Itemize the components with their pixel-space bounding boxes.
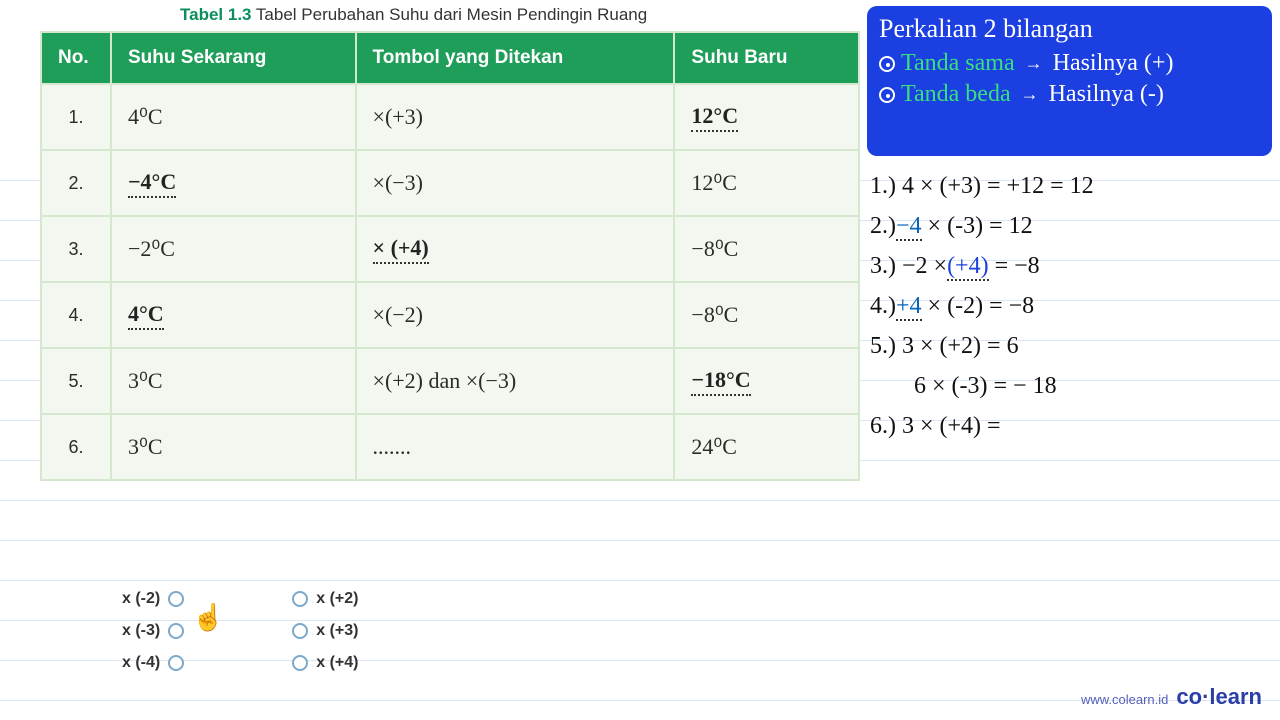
table-row: 2. −4°C ×(−3) 12⁰C	[41, 150, 859, 216]
filled-blank: +4	[896, 293, 922, 321]
caption-label: Tabel 1.3	[180, 5, 252, 24]
calculations-area: 1.) 4 × (+3) = +12 = 12 2.)−4 × (-3) = 1…	[870, 166, 1270, 446]
cell-no: 1.	[41, 84, 111, 150]
choice-option[interactable]: x (+4)	[288, 654, 358, 672]
note-rule-1: Tanda sama → Hasilnya (+)	[879, 50, 1260, 77]
cell-now: 4°C	[111, 282, 356, 348]
table-row: 4. 4°C ×(−2) −8⁰C	[41, 282, 859, 348]
choice-label: x (-4)	[122, 654, 160, 672]
choice-option[interactable]: x (-4)	[122, 654, 188, 672]
choice-label: x (+4)	[316, 654, 358, 672]
table-row: 5. 3⁰C ×(+2) dan ×(−3) −18°C	[41, 348, 859, 414]
work-line: 6.) 3 × (+4) =	[870, 406, 1270, 446]
choice-option[interactable]: x (+3)	[288, 622, 358, 640]
arrow-icon: →	[1017, 84, 1043, 105]
table-section: Tabel 1.3 Tabel Perubahan Suhu dari Mesi…	[40, 5, 860, 481]
note-text: Tanda sama	[901, 50, 1015, 77]
work-line: 5.) 3 × (+2) = 6	[870, 326, 1270, 366]
bullet-icon	[879, 56, 895, 72]
cell-no: 3.	[41, 216, 111, 282]
handwritten-answer: 12°C	[691, 103, 738, 132]
choice-column-left: x (-2) x (-3) x (-4)	[122, 590, 188, 672]
radio-icon	[168, 591, 184, 607]
note-title: Perkalian 2 bilangan	[879, 14, 1260, 44]
col-suhu-baru: Suhu Baru	[674, 32, 859, 84]
table-row: 1. 4⁰C ×(+3) 12°C	[41, 84, 859, 150]
footer: www.colearn.id co·learn	[1081, 684, 1262, 710]
pointer-cursor-icon: ☝	[192, 602, 224, 633]
caption-text: Tabel Perubahan Suhu dari Mesin Pendingi…	[252, 5, 648, 24]
radio-icon	[292, 655, 308, 671]
temperature-table: No. Suhu Sekarang Tombol yang Ditekan Su…	[40, 31, 860, 481]
cell-new: −8⁰C	[674, 282, 859, 348]
cell-now: −4°C	[111, 150, 356, 216]
radio-icon	[292, 591, 308, 607]
cell-no: 4.	[41, 282, 111, 348]
bullet-icon	[879, 87, 895, 103]
cell-btn: × (+4)	[356, 216, 675, 282]
work-line: 3.) −2 ×(+4) = −8	[870, 246, 1270, 286]
cell-new: 12°C	[674, 84, 859, 150]
answer-choices: x (-2) x (-3) x (-4) x (+2) x (+3) x (+4…	[122, 590, 358, 672]
note-result: Hasilnya (+)	[1053, 50, 1174, 77]
col-suhu-sekarang: Suhu Sekarang	[111, 32, 356, 84]
note-rule-2: Tanda beda → Hasilnya (-)	[879, 81, 1260, 108]
radio-icon	[168, 623, 184, 639]
work-line: 4.)+4 × (-2) = −8	[870, 286, 1270, 326]
cell-new: 24⁰C	[674, 414, 859, 480]
choice-option[interactable]: x (+2)	[288, 590, 358, 608]
choice-label: x (+2)	[316, 590, 358, 608]
cell-new: −8⁰C	[674, 216, 859, 282]
work-line: 6 × (-3) = − 18	[870, 366, 1270, 406]
note-result: Hasilnya (-)	[1049, 81, 1164, 108]
cell-btn: .......	[356, 414, 675, 480]
cell-btn: ×(+2) dan ×(−3)	[356, 348, 675, 414]
col-tombol: Tombol yang Ditekan	[356, 32, 675, 84]
work-line: 2.)−4 × (-3) = 12	[870, 206, 1270, 246]
table-row: 3. −2⁰C × (+4) −8⁰C	[41, 216, 859, 282]
filled-blank: (+4)	[947, 253, 989, 281]
choice-label: x (-2)	[122, 590, 160, 608]
col-no: No.	[41, 32, 111, 84]
cell-now: −2⁰C	[111, 216, 356, 282]
choice-option[interactable]: x (-3)	[122, 622, 188, 640]
cell-no: 5.	[41, 348, 111, 414]
radio-icon	[168, 655, 184, 671]
rule-note-box: Perkalian 2 bilangan Tanda sama → Hasiln…	[867, 6, 1272, 156]
choice-option[interactable]: x (-2)	[122, 590, 188, 608]
choice-label: x (-3)	[122, 622, 160, 640]
cell-now: 4⁰C	[111, 84, 356, 150]
table-caption: Tabel 1.3 Tabel Perubahan Suhu dari Mesi…	[180, 5, 860, 25]
radio-icon	[292, 623, 308, 639]
table-header-row: No. Suhu Sekarang Tombol yang Ditekan Su…	[41, 32, 859, 84]
arrow-icon: →	[1021, 53, 1047, 74]
work-line: 1.) 4 × (+3) = +12 = 12	[870, 166, 1270, 206]
cell-new: 12⁰C	[674, 150, 859, 216]
handwritten-answer: 4°C	[128, 301, 164, 330]
cell-btn: ×(−3)	[356, 150, 675, 216]
cell-no: 6.	[41, 414, 111, 480]
note-text: Tanda beda	[901, 81, 1011, 108]
cell-btn: ×(+3)	[356, 84, 675, 150]
handwritten-answer: −18°C	[691, 367, 750, 396]
handwritten-answer: × (+4)	[373, 235, 429, 264]
footer-url: www.colearn.id	[1081, 692, 1168, 707]
cell-no: 2.	[41, 150, 111, 216]
cell-now: 3⁰C	[111, 348, 356, 414]
cell-new: −18°C	[674, 348, 859, 414]
cell-now: 3⁰C	[111, 414, 356, 480]
choice-label: x (+3)	[316, 622, 358, 640]
table-row: 6. 3⁰C ....... 24⁰C	[41, 414, 859, 480]
choice-column-right: x (+2) x (+3) x (+4)	[288, 590, 358, 672]
filled-blank: −4	[896, 213, 922, 241]
cell-btn: ×(−2)	[356, 282, 675, 348]
brand-logo: co·learn	[1176, 684, 1262, 710]
handwritten-answer: −4°C	[128, 169, 176, 198]
